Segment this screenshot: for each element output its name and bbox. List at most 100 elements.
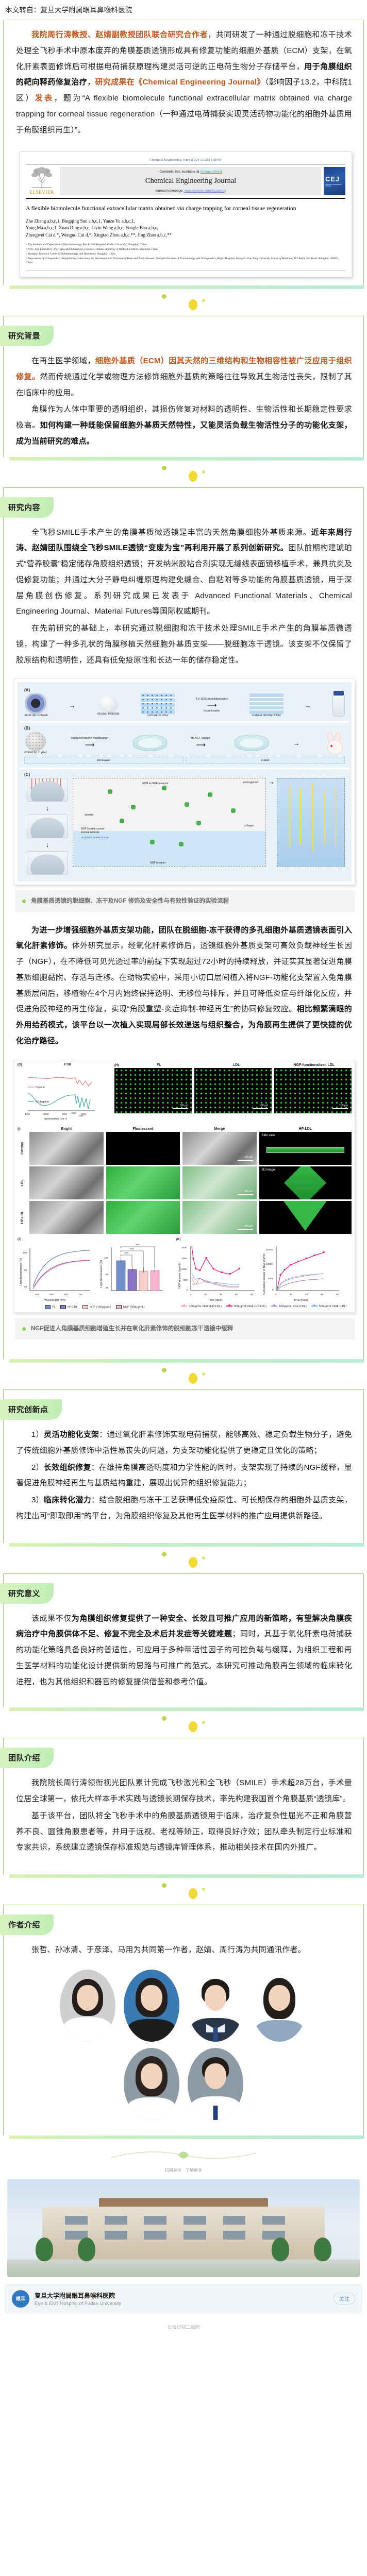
- panel-b-dish-1: [132, 735, 167, 752]
- panel-h-col-fl: FL: [156, 1063, 161, 1067]
- 3d-image-label: 3D image: [261, 1168, 275, 1172]
- section-significance-card: 研究意义 该成果不仅为角膜组织修复提供了一种安全、长效且可推广应用的新策略，有望…: [0, 1573, 364, 1708]
- dot-olive-tiny-icon: [202, 1556, 205, 1560]
- paper-affiliation: d Department of Orthopaedics, Shanghai K…: [26, 257, 339, 265]
- figure-2-caption-text: NGF促进人角膜基质细胞增殖生长并在氧化肝素修饰的脱细胞冻干透镜中缓释: [31, 1325, 233, 1332]
- image-ldl-3d: 3D image: [259, 1166, 352, 1199]
- figure-schematic: (A) lenticule removal → stromal lenticul…: [14, 679, 355, 886]
- panel-h-label: (H): [114, 1063, 119, 1067]
- ftir-xlabel: wavenumber (cm⁻¹): [44, 1117, 68, 1121]
- panel-b-dish-2: [235, 735, 269, 752]
- source-line: 本文转自：复旦大学附属眼耳鼻喉科医院: [5, 6, 132, 14]
- legend-item: NGF (500μg/mL): [115, 1304, 145, 1309]
- sideview-label: Side view: [261, 1133, 275, 1137]
- journal-homepage-link[interactable]: www.elsevier.com/locate/cej: [184, 189, 226, 193]
- innovation-text-2: ：在维持角膜高透明度和力学性能的同时，支架实现了持续的NGF缓释，显著促进角膜神…: [16, 1463, 353, 1488]
- svg-text:0: 0: [190, 1293, 191, 1296]
- caption-bullet-icon: [22, 1327, 26, 1331]
- intro-highlight-2: 研究成果在《Chemical Engineering Journal》: [95, 78, 265, 87]
- j-xlabel: Wavelength (nm): [44, 1299, 65, 1302]
- background-body: 在再生医学领域，细胞外基质（ECM）因其天然的三维结构和生物相容性被广泛应用于组…: [4, 346, 363, 454]
- paper-authors-line-3: Zhengwei Cai d,*, Wenguo Cui d,*, Xingta…: [26, 232, 172, 238]
- intro-paragraph: 我院周行涛教授、赵婧副教授团队联合研究合作者，共同研发了一种通过脱细胞和冻干技术…: [16, 27, 352, 138]
- micrograph-fl: 100 μm: [114, 1067, 192, 1113]
- background-p1-highlight: 细胞外基质（ECM）因其天然的三维结构和生物相容性被广泛应用于组织修复。: [16, 357, 353, 381]
- svg-text:0: 0: [275, 1293, 277, 1296]
- ecm-illustration-icon: [249, 693, 283, 715]
- author-avatars-row-2: [4, 2047, 363, 2120]
- team-paragraph-2: 基于该平台，团队将全飞秒手术中的角膜基质透镜用于临床，治疗复杂性屈光不正和角膜营…: [16, 1811, 352, 1852]
- background-p2-lead: 角膜作为人体中重要的透明组织，其损伤修复对材料的透明性、生物活性和长期稳定性要求…: [16, 405, 352, 430]
- significance-lead: 该成果不仅: [31, 1614, 72, 1623]
- panel-i-row-control: Control: [20, 1142, 24, 1155]
- lenticule-illustration-icon: [98, 695, 118, 713]
- paper-title: A flexible biomolecule functional extrac…: [26, 205, 345, 213]
- tab-team-intro: 团队介绍: [0, 1748, 54, 1769]
- intro-body: 我院周行涛教授、赵婧副教授团队联合研究合作者，共同研发了一种通过脱细胞和冻干技术…: [4, 20, 363, 142]
- avatar: [188, 1969, 243, 2042]
- panel-c-label-laminin: laminin: [85, 814, 93, 817]
- svg-text:500: 500: [184, 1279, 188, 1281]
- svg-text:60: 60: [24, 1285, 27, 1289]
- ftir-legend-heparin: Heparin: [36, 1086, 45, 1089]
- petri-dish-loaded-icon: [235, 735, 269, 752]
- scalebar-label: 100 μm: [179, 1104, 188, 1107]
- org-footer-bar[interactable]: 眼耳 复旦大学附属眼耳鼻喉科医院 Eye & ENT Hospital of F…: [5, 2284, 362, 2313]
- scalebar-label: 100 μm: [244, 1190, 253, 1193]
- panel-b-label: (B): [24, 726, 30, 731]
- svg-text:60: 60: [321, 1293, 324, 1296]
- legend-label: HP-LDL: [67, 1306, 78, 1309]
- hospital-photo: [7, 2179, 360, 2277]
- mid-section-body: 为进一步增强细胞外基质支架功能，团队在脱细胞-冻干获得的多孔细胞外基质透镜表面引…: [4, 916, 363, 1054]
- cej-cover-thumbnail: CEJ CHEMICAL ENGINEERING JOURNAL: [324, 167, 345, 196]
- org-name: 复旦大学附属眼耳鼻喉科医院: [35, 2292, 115, 2299]
- paper-affiliation: a Eye Institute and Department of Ophtha…: [26, 243, 147, 247]
- arrow-icon: ⟶: [196, 741, 206, 749]
- panel-a-item-lenticule-removal: lenticule removal: [24, 693, 48, 717]
- figure-results: (G) FTIR Heparin RO-heparin 1692 1633: [14, 1059, 355, 1313]
- panel-h-col-ldl: LDL: [232, 1063, 240, 1067]
- dot-olive-tiny-icon: [202, 1721, 205, 1724]
- panel-b-chem-row: RO-heparin rh-NGF: [24, 757, 345, 764]
- panel-c-label-ngf-lenticule: NGF-loaded corneal stromal lenticule: [80, 827, 104, 834]
- ngf-cumulative-chart: Cumulative release of NGF (ng/ml) 15000 1…: [263, 1246, 339, 1302]
- svg-text:60: 60: [235, 1293, 238, 1296]
- j-bar-ylabel: Light transmission (%): [100, 1260, 103, 1287]
- petri-dish-icon: [132, 735, 167, 752]
- dot-yellow-large-icon: [189, 1556, 197, 1568]
- sciencedirect-link[interactable]: ScienceDirect: [200, 170, 222, 174]
- paper-affiliation: b NHC, Key Laboratory of Myopia and Rela…: [26, 248, 159, 251]
- panel-i-row-hp-ldl: HP-LDL: [20, 1210, 24, 1224]
- svg-text:60: 60: [106, 1286, 109, 1290]
- intro-rest-1: ，共同研发了一种通过脱细胞和冻干技术处理全飞秒手术中原本废弃的角膜基质透镜形成具…: [16, 30, 352, 71]
- panel-b-arrow-label-2: rh-NGF loaded: [191, 737, 210, 740]
- stroma-illustration-icon: [140, 693, 175, 715]
- intro-highlight-3: 发表: [35, 94, 54, 103]
- paper-authors-line-2: Yong Ma a,b,c,1, Xuan Ding a,b,c, Liyin …: [26, 225, 158, 231]
- caption-bullet-icon: [22, 900, 26, 904]
- avatar: [124, 1969, 179, 2042]
- background-p1-lead: 在再生医学领域，: [31, 357, 95, 366]
- footer-tail-note: 长按识别二维码: [167, 2324, 200, 2330]
- panel-c-label-recipient-stroma: recipient corneal stroma: [80, 836, 109, 840]
- innovation-num-2: 2）: [31, 1463, 44, 1472]
- dot-green-small-icon: [162, 1368, 166, 1373]
- panel-c-label-ngf-receptor: NGF receptor: [150, 861, 166, 865]
- card-bottom-bar: [9, 456, 364, 461]
- panel-j: (J) Light transmission (%) 100 80 60 400 50…: [18, 1238, 172, 1309]
- panel-i-col-merge: Merge: [214, 1127, 225, 1131]
- dot-olive-tiny-icon: [202, 1888, 205, 1891]
- k-ylabel: NGF release (ng/ml): [178, 1263, 181, 1289]
- panel-a-label: (A): [24, 688, 30, 693]
- micrograph-ldl: 100 μm: [194, 1067, 272, 1113]
- panel-b-chem-label-1: RO-heparin: [97, 759, 110, 762]
- follow-button[interactable]: 关注: [333, 2293, 355, 2305]
- svg-text:400: 400: [35, 1293, 39, 1296]
- paper-authors-line-1: Zhe Zhang a,b,c,1, Bingqing Sun a,b,c,1,…: [26, 218, 135, 224]
- elsevier-logo: ELSEVIER: [26, 167, 58, 195]
- sig-2: ****: [130, 1248, 134, 1251]
- dot-olive-tiny-icon: [202, 1372, 205, 1376]
- image-hpldl-fluorescent: [106, 1200, 180, 1234]
- card-bottom-bar: [9, 1543, 364, 1547]
- panel-j-label: (J): [18, 1238, 22, 1241]
